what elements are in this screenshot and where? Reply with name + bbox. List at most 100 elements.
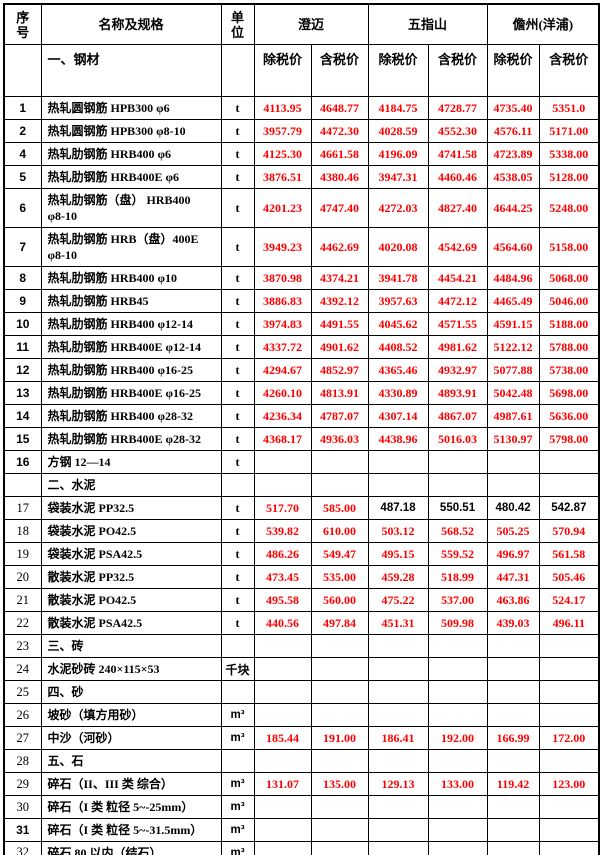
price-cell: [367, 818, 429, 842]
price-cell: [253, 450, 312, 474]
table-row: 21 散装水泥 PO42.5 t 495.58 560.00 475.22 537.00 46…: [3, 588, 600, 612]
item-unit-cell: t: [220, 96, 255, 120]
price-cell: [253, 795, 312, 819]
price-cell: 542.87: [538, 496, 600, 520]
price-cell: 559.52: [427, 542, 488, 566]
price-cell: [367, 450, 429, 474]
row-number-cell: 2: [3, 119, 42, 143]
item-name-cell: 袋装水泥 PO42.5: [40, 519, 222, 543]
price-cell: 4644.25: [486, 188, 540, 228]
item-unit-cell: m³: [220, 841, 255, 855]
item-unit-cell: t: [220, 565, 255, 589]
price-cell: 4365.46: [367, 358, 429, 382]
table-row: 17 袋装水泥 PP32.5 t 517.70 585.00 487.18 550.51 48…: [3, 496, 600, 520]
price-cell: 505.25: [486, 519, 540, 543]
row-number-cell: 13: [3, 381, 42, 405]
item-unit-cell: t: [220, 542, 255, 566]
price-cell: 4591.15: [486, 312, 540, 336]
item-name-cell: 热轧肋钢筋 HRB400E φ28-32: [40, 427, 222, 451]
price-cell: 4260.10: [253, 381, 312, 405]
price-cell: 5016.03: [427, 427, 488, 451]
price-cell: 3947.31: [367, 165, 429, 189]
row-number-cell: 12: [3, 358, 42, 382]
price-cell: 568.52: [427, 519, 488, 543]
price-cell: 3957.79: [253, 119, 312, 143]
price-cell: 4571.55: [427, 312, 488, 336]
price-cell: [486, 703, 540, 727]
price-cell: [427, 657, 488, 681]
price-cell: 3957.63: [367, 289, 429, 313]
price-cell: 192.00: [427, 726, 488, 750]
price-cell: 4272.03: [367, 188, 429, 228]
table-row: 1 热轧圆钢筋 HPB300 φ6 t 4113.95 4648.77 4184.75 47…: [3, 96, 600, 120]
price-cell: 440.56: [253, 611, 312, 635]
price-cell: 172.00: [538, 726, 600, 750]
table-row: 30 碎石（I 类 粒径 5~-25mm） m³: [3, 795, 600, 819]
item-unit-cell: [220, 634, 255, 658]
row-number-cell: 17: [3, 496, 42, 520]
price-cell: [367, 657, 429, 681]
price-cell: 4852.97: [310, 358, 369, 382]
table-row: 9 热轧肋钢筋 HRB45 t 3886.83 4392.12 3957.63 4472.1…: [3, 289, 600, 313]
price-cell: 496.97: [486, 542, 540, 566]
price-cell: 503.12: [367, 519, 429, 543]
header-region-chengmai: 澄迈: [253, 3, 369, 45]
price-cell: 5636.00: [538, 404, 600, 428]
price-cell: [253, 634, 312, 658]
price-cell: 5738.00: [538, 358, 600, 382]
row-number-cell: 10: [3, 312, 42, 336]
section-label-cell: 五、石: [40, 749, 222, 773]
item-unit-cell: t: [220, 312, 255, 336]
price-cell: 129.13: [367, 772, 429, 796]
price-cell: [538, 749, 600, 773]
price-cell: 4987.61: [486, 404, 540, 428]
price-cell: 5068.00: [538, 266, 600, 290]
item-unit-cell: t: [220, 450, 255, 474]
header-extax-danzhou: 除税价: [486, 44, 540, 97]
price-cell: 5042.48: [486, 381, 540, 405]
row-number-cell: 29: [3, 772, 42, 796]
price-cell: [310, 473, 369, 497]
item-name-cell: 散装水泥 PP32.5: [40, 565, 222, 589]
header-row-regions: 序 号 名称及规格 单 位 澄迈 五指山 儋州(洋浦): [3, 3, 600, 45]
item-name-cell: 水泥砂砖 240×115×53: [40, 657, 222, 681]
item-unit-cell: t: [220, 519, 255, 543]
item-unit-cell: t: [220, 427, 255, 451]
item-name-cell: 热轧肋钢筋 HRB400 φ6: [40, 142, 222, 166]
table-row: 15 热轧肋钢筋 HRB400E φ28-32 t 4368.17 4936.03 443…: [3, 427, 600, 451]
item-name-cell: 热轧肋钢筋 HRB400 φ16-25: [40, 358, 222, 382]
price-cell: 518.99: [427, 565, 488, 589]
table-row: 2 热轧圆钢筋 HPB300 φ8-10 t 3957.79 4472.30 4028.5…: [3, 119, 600, 143]
price-cell: [538, 657, 600, 681]
price-cell: 4576.11: [486, 119, 540, 143]
price-table: 序 号 名称及规格 单 位 澄迈 五指山 儋州(洋浦) 一、钢材 除税价 含税价…: [3, 3, 600, 855]
price-cell: 497.84: [310, 611, 369, 635]
price-cell: 447.31: [486, 565, 540, 589]
price-cell: 4196.09: [367, 142, 429, 166]
table-row: 14 热轧肋钢筋 HRB400 φ28-32 t 4236.34 4787.07 4307…: [3, 404, 600, 428]
price-cell: [253, 818, 312, 842]
item-name-cell: 热轧肋钢筋 HRB400E φ16-25: [40, 381, 222, 405]
price-cell: 4648.77: [310, 96, 369, 120]
price-cell: [367, 680, 429, 704]
row-number-cell: 9: [3, 289, 42, 313]
price-cell: 4867.07: [427, 404, 488, 428]
price-cell: 4484.96: [486, 266, 540, 290]
price-cell: 186.41: [367, 726, 429, 750]
price-cell: 610.00: [310, 519, 369, 543]
item-unit-cell: t: [220, 188, 255, 228]
row-number-cell: 19: [3, 542, 42, 566]
price-cell: 5077.88: [486, 358, 540, 382]
price-cell: 459.28: [367, 565, 429, 589]
price-cell: 4368.17: [253, 427, 312, 451]
row-number-cell: 26: [3, 703, 42, 727]
row-number-cell: 16: [3, 450, 42, 474]
item-name-cell: 热轧肋钢筋 HRB（盘）400E φ8-10: [40, 227, 222, 267]
item-name-cell: 散装水泥 PO42.5: [40, 588, 222, 612]
header-inctax-wuzhishan: 含税价: [427, 44, 488, 97]
price-cell: 4491.55: [310, 312, 369, 336]
item-unit-cell: m³: [220, 726, 255, 750]
item-name-cell: 热轧肋钢筋 HRB400 φ28-32: [40, 404, 222, 428]
table-row: 8 热轧肋钢筋 HRB400 φ10 t 3870.98 4374.21 3941.78 4…: [3, 266, 600, 290]
price-cell: [538, 680, 600, 704]
